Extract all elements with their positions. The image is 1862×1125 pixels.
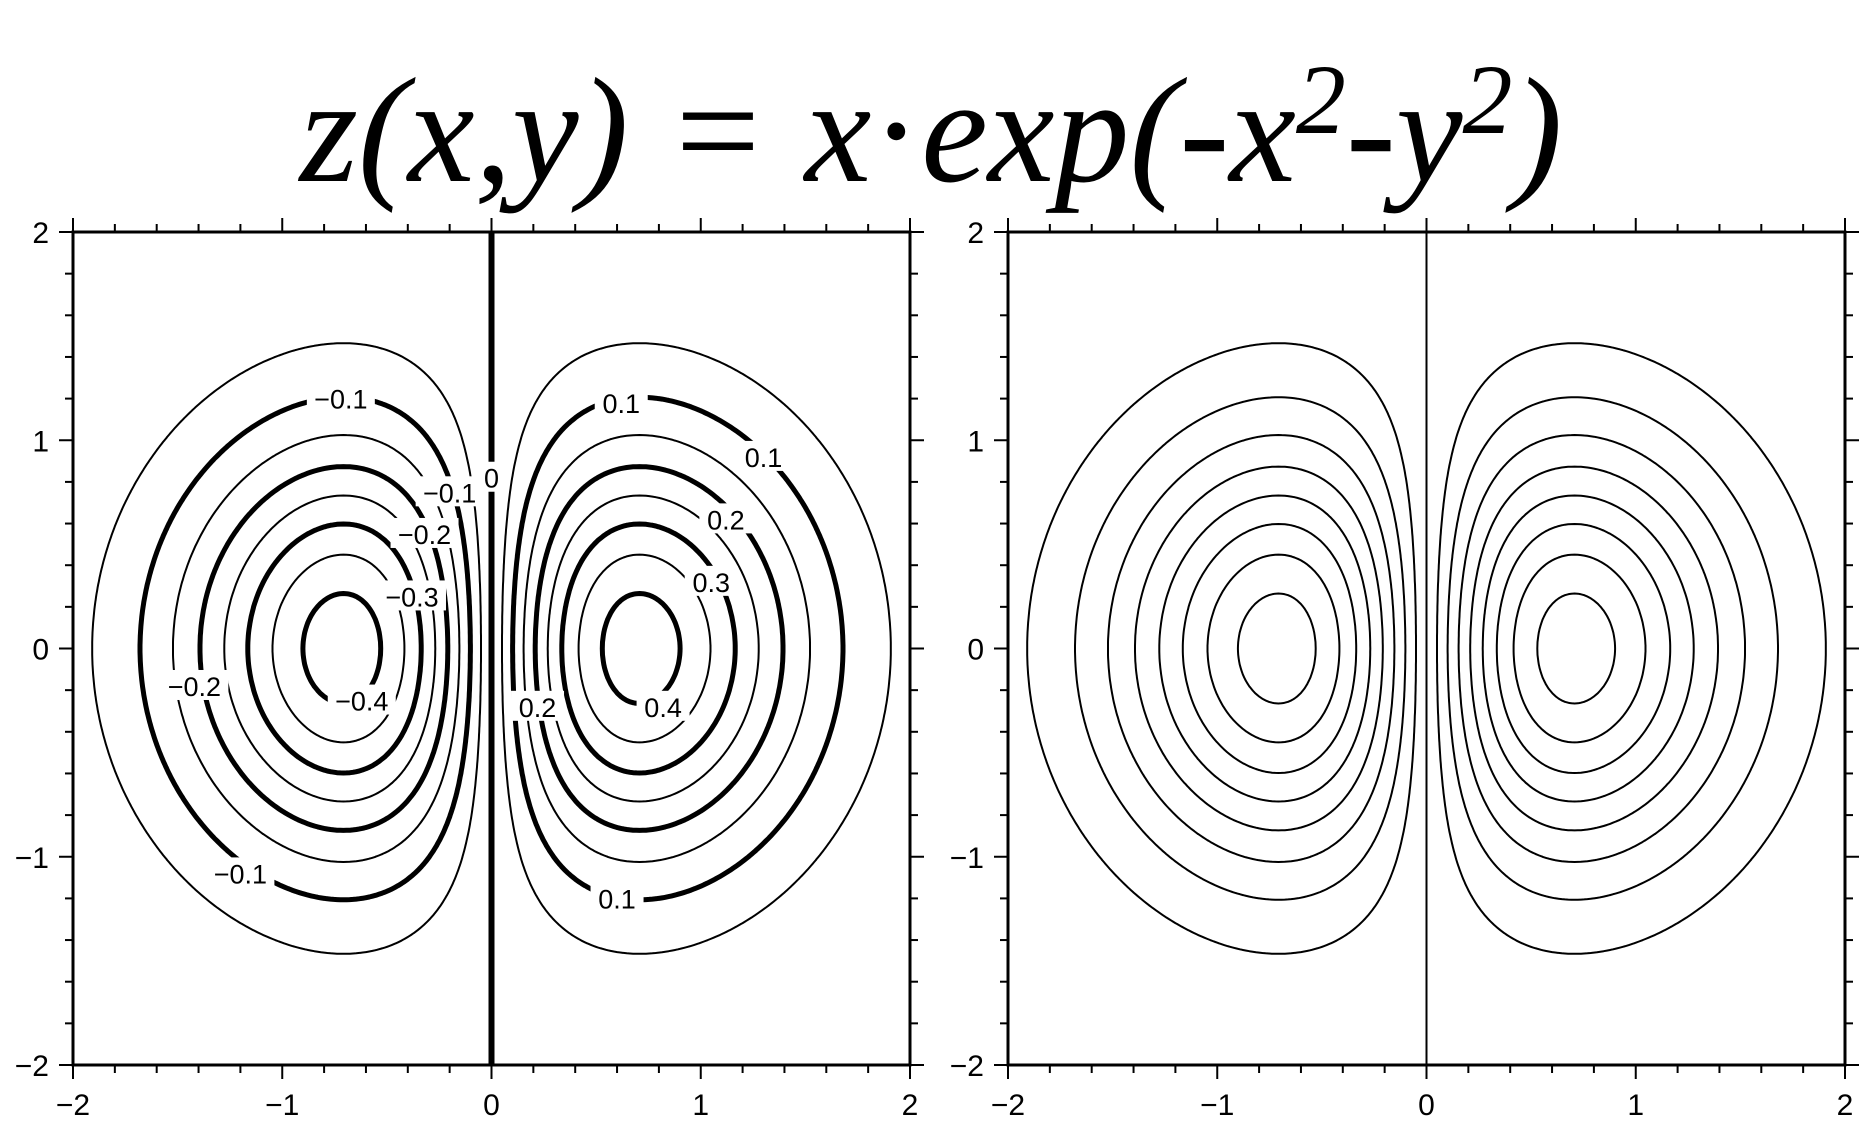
contour-label: −0.2 bbox=[390, 517, 459, 550]
y-tick-label: 2 bbox=[967, 217, 984, 250]
y-tick-label: −1 bbox=[15, 842, 49, 875]
contour-lines bbox=[1026, 232, 1827, 1065]
contour-label: −0.4 bbox=[327, 684, 396, 717]
contour-level--0.20 bbox=[197, 464, 451, 833]
panel-right: −2 −1 0 1 2 −2 −1 0 1 2 bbox=[950, 217, 1859, 1122]
panel-left: −0.1 −0.1 −0.1 −0.2 −0.2 −0.3 −0.4 0 0.1 0.1 0.1 0.… bbox=[15, 217, 924, 1122]
contour-label-text: −0.2 bbox=[398, 520, 451, 550]
contour-level--0.30 bbox=[1181, 523, 1358, 774]
contour-label-text: −0.1 bbox=[423, 478, 476, 508]
contour-level-0.40 bbox=[1536, 592, 1617, 705]
contour-lines bbox=[91, 232, 892, 1065]
contour-label: −0.3 bbox=[377, 580, 446, 612]
contour-level--0.35 bbox=[1206, 553, 1341, 744]
y-tick-label: 1 bbox=[967, 425, 984, 458]
contour-level--0.30 bbox=[245, 521, 424, 776]
contour-level-0.05 bbox=[501, 342, 892, 955]
contour-level-0.05 bbox=[1436, 342, 1827, 955]
contour-label-text: −0.4 bbox=[335, 687, 388, 717]
x-tick-label: −1 bbox=[1200, 1089, 1234, 1122]
contour-label-text: −0.3 bbox=[385, 582, 438, 612]
contour-level-0.30 bbox=[559, 521, 738, 776]
y-tick-label: 2 bbox=[32, 217, 49, 250]
contour-level-0.20 bbox=[532, 464, 786, 833]
y-tick-label: 0 bbox=[967, 634, 984, 667]
x-tick-label: 1 bbox=[1627, 1089, 1644, 1122]
contour-label-text: 0.2 bbox=[519, 693, 557, 723]
x-tick-label: −2 bbox=[991, 1089, 1025, 1122]
contour-level-0.15 bbox=[522, 434, 811, 863]
contour-label-text: 0.1 bbox=[598, 884, 636, 914]
y-tick-label: −1 bbox=[950, 842, 984, 875]
contour-label: 0.2 bbox=[699, 503, 753, 535]
x-tick-label: −1 bbox=[265, 1089, 299, 1122]
y-tick-label: −2 bbox=[15, 1050, 49, 1083]
contour-label: 0.4 bbox=[636, 690, 690, 723]
contour-label-text: 0.1 bbox=[745, 443, 783, 473]
contour-level--0.40 bbox=[1236, 592, 1317, 705]
contour-label-text: −0.1 bbox=[314, 385, 367, 415]
contour-label: 0.1 bbox=[590, 882, 644, 914]
x-tick-label: −2 bbox=[56, 1089, 90, 1122]
x-tick-label: 2 bbox=[1837, 1089, 1854, 1122]
contour-level-0.35 bbox=[1512, 553, 1647, 744]
contour-level--0.20 bbox=[1134, 465, 1384, 832]
y-tick-label: 0 bbox=[32, 634, 49, 667]
axis-ticks bbox=[59, 218, 924, 1079]
contour-label-text: 0.1 bbox=[602, 389, 640, 419]
contour-label: −0.1 bbox=[415, 476, 484, 508]
contour-label: 0.1 bbox=[594, 386, 648, 419]
x-tick-label: 1 bbox=[692, 1089, 709, 1122]
x-tick-label: 0 bbox=[1418, 1089, 1435, 1122]
contour-label-text: −0.2 bbox=[168, 672, 221, 702]
y-tick-label: −2 bbox=[950, 1050, 984, 1083]
contour-label: −0.1 bbox=[206, 857, 275, 889]
contour-level-0.15 bbox=[1457, 434, 1746, 863]
contour-level-0.20 bbox=[1469, 465, 1719, 832]
contour-label: 0 bbox=[480, 461, 503, 494]
contour-level-0.40 bbox=[599, 591, 683, 706]
contour-level--0.05 bbox=[1026, 342, 1417, 955]
contour-label-text: 0.3 bbox=[692, 568, 730, 598]
contour-level--0.10 bbox=[1074, 396, 1407, 901]
contour-label-text: 0.4 bbox=[644, 693, 682, 723]
contour-label-text: −0.1 bbox=[214, 859, 267, 889]
contour-label: −0.2 bbox=[160, 669, 229, 702]
contour-level--0.15 bbox=[1107, 434, 1396, 863]
chart-title: z(x,y) = x·exp(-x2-y2) bbox=[299, 44, 1563, 214]
contour-level--0.25 bbox=[1158, 494, 1372, 803]
x-tick-label: 0 bbox=[483, 1089, 500, 1122]
axis-ticks bbox=[994, 218, 1859, 1079]
contour-level-0.30 bbox=[1495, 523, 1672, 774]
contour-label: 0.2 bbox=[511, 690, 565, 723]
contour-level-0.25 bbox=[1481, 494, 1695, 803]
contour-label-text: 0.2 bbox=[707, 505, 745, 535]
contour-label: 0.1 bbox=[737, 440, 791, 473]
y-tick-label: 1 bbox=[32, 425, 49, 458]
contour-label: −0.1 bbox=[306, 382, 375, 415]
contour-level-0.10 bbox=[1446, 396, 1779, 901]
contour-label-text: 0 bbox=[484, 464, 499, 494]
x-tick-label: 2 bbox=[902, 1089, 919, 1122]
contour-label: 0.3 bbox=[684, 565, 738, 598]
contour-level--0.35 bbox=[271, 553, 406, 744]
